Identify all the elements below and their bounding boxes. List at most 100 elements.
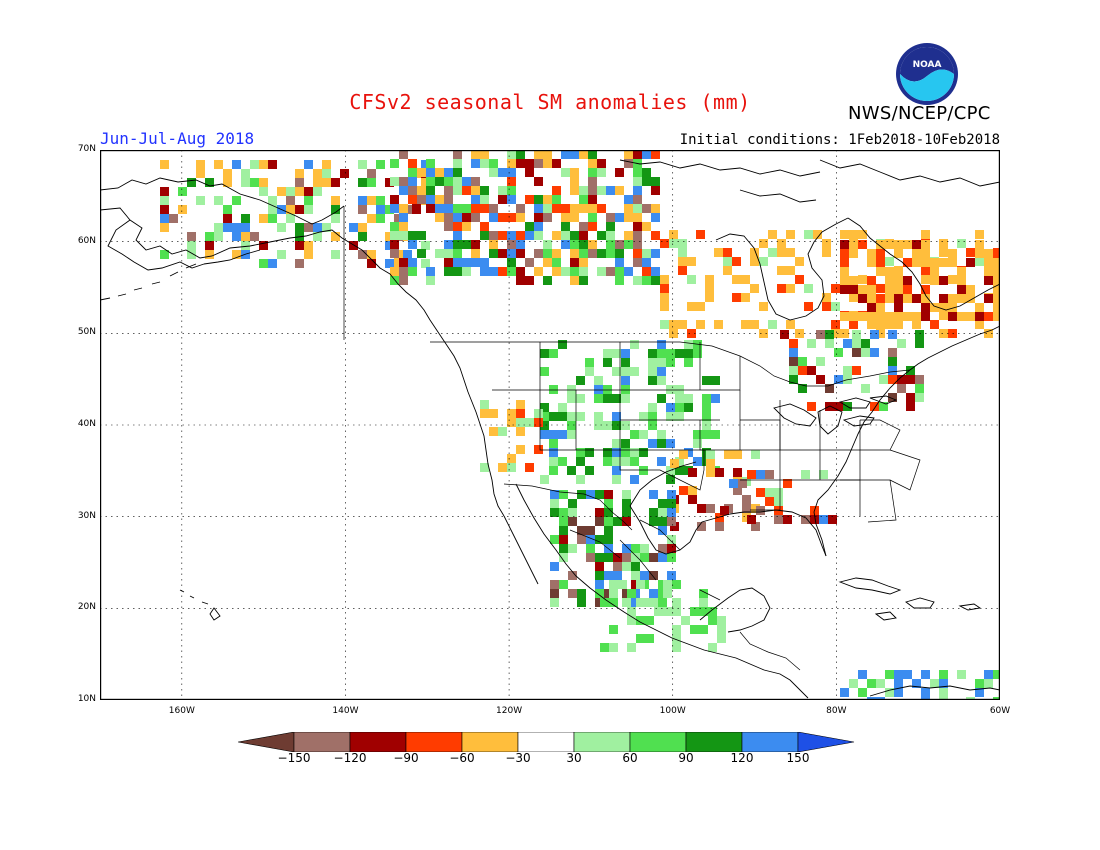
anomaly-cell xyxy=(660,239,669,248)
anomaly-cell xyxy=(930,267,939,276)
anomaly-cell xyxy=(975,320,984,329)
anomaly-cell xyxy=(948,303,957,312)
anomaly-cell xyxy=(550,490,559,499)
colorbar-tick-label: −30 xyxy=(505,751,531,765)
anomaly-cell xyxy=(588,177,597,186)
anomaly-cell xyxy=(588,240,597,249)
anomaly-cell xyxy=(867,679,876,688)
anomaly-cell xyxy=(966,285,975,294)
anomaly-cell xyxy=(621,367,630,376)
anomaly-cell xyxy=(588,195,597,204)
anomaly-cell xyxy=(906,393,915,402)
anomaly-cell xyxy=(453,177,462,186)
anomaly-cell xyxy=(993,303,1000,312)
anomaly-cell xyxy=(624,267,633,276)
anomaly-cell xyxy=(549,430,558,439)
anomaly-cell xyxy=(658,508,667,517)
anomaly-cell xyxy=(636,580,645,589)
colorbar-tick-label: −90 xyxy=(393,751,419,765)
anomaly-cell xyxy=(621,457,630,466)
anomaly-cell xyxy=(178,205,187,214)
anomaly-cell xyxy=(939,688,948,697)
anomaly-cell xyxy=(867,285,876,294)
anomaly-cell xyxy=(885,320,894,329)
anomaly-cell xyxy=(885,312,894,321)
anomaly-cell xyxy=(639,430,648,439)
anomaly-cell xyxy=(984,329,993,338)
anomaly-cell xyxy=(888,366,897,375)
anomaly-cell xyxy=(615,249,624,258)
anomaly-cell xyxy=(843,339,852,348)
anomaly-cell xyxy=(690,625,699,634)
anomaly-cell xyxy=(930,679,939,688)
anomaly-cell xyxy=(322,223,331,232)
anomaly-cell xyxy=(774,497,783,506)
anomaly-cell xyxy=(894,670,903,679)
anomaly-cell xyxy=(376,160,385,169)
anomaly-cell xyxy=(408,186,417,195)
anomaly-cell xyxy=(604,508,613,517)
anomaly-cell xyxy=(561,267,570,276)
anomaly-cell xyxy=(852,366,861,375)
anomaly-cell xyxy=(672,607,681,616)
anomaly-cell xyxy=(861,348,870,357)
anomaly-cell xyxy=(558,340,567,349)
anomaly-cell xyxy=(612,448,621,457)
anomaly-cell xyxy=(631,553,640,562)
anomaly-cell xyxy=(559,526,568,535)
anomaly-cell xyxy=(642,150,651,159)
anomaly-cell xyxy=(622,490,631,499)
anomaly-cell xyxy=(912,679,921,688)
anomaly-cell xyxy=(609,580,618,589)
anomaly-cell xyxy=(993,267,1000,276)
anomaly-cell xyxy=(702,430,711,439)
anomaly-cell xyxy=(604,490,613,499)
anomaly-cell xyxy=(559,535,568,544)
anomaly-cell xyxy=(789,339,798,348)
anomaly-cell xyxy=(693,457,702,466)
anomaly-cell xyxy=(720,506,729,515)
anomaly-cell xyxy=(675,385,684,394)
anomaly-cell xyxy=(444,177,453,186)
anomaly-cell xyxy=(801,515,810,524)
anomaly-cell xyxy=(498,249,507,258)
anomaly-cell xyxy=(585,466,594,475)
anomaly-cell xyxy=(534,150,543,159)
anomaly-cell xyxy=(390,249,399,258)
anomaly-cell xyxy=(489,427,498,436)
anomaly-cell xyxy=(939,311,948,320)
anomaly-cell xyxy=(670,522,679,531)
anomaly-cell xyxy=(660,293,669,302)
anomaly-cell xyxy=(708,643,717,652)
anomaly-cell xyxy=(777,248,786,257)
anomaly-cell xyxy=(658,517,667,526)
anomaly-cell xyxy=(840,267,849,276)
anomaly-cell xyxy=(295,241,304,250)
anomaly-cell xyxy=(543,195,552,204)
anomaly-cell xyxy=(679,486,688,495)
anomaly-cell xyxy=(507,454,516,463)
anomaly-cell xyxy=(453,267,462,276)
anomaly-cell xyxy=(975,679,984,688)
anomaly-cell xyxy=(570,168,579,177)
anomaly-cell xyxy=(586,553,595,562)
anomaly-cell xyxy=(498,186,507,195)
anomaly-cell xyxy=(732,257,741,266)
anomaly-cell xyxy=(903,312,912,321)
anomaly-cell xyxy=(651,186,660,195)
anomaly-cell xyxy=(606,267,615,276)
anomaly-cell xyxy=(268,160,277,169)
anomaly-cell xyxy=(399,213,408,222)
anomaly-cell xyxy=(733,486,742,495)
anomaly-cell xyxy=(765,470,774,479)
anomaly-cell xyxy=(498,267,507,276)
anomaly-cell xyxy=(756,506,765,515)
anomaly-cell xyxy=(597,231,606,240)
anomaly-cell xyxy=(630,367,639,376)
anomaly-cell xyxy=(552,186,561,195)
anomaly-cell xyxy=(471,213,480,222)
lon-tick-label: 60W xyxy=(989,706,1011,716)
anomaly-cell xyxy=(876,249,885,258)
anomaly-cell xyxy=(658,526,667,535)
anomaly-cell xyxy=(885,688,894,697)
